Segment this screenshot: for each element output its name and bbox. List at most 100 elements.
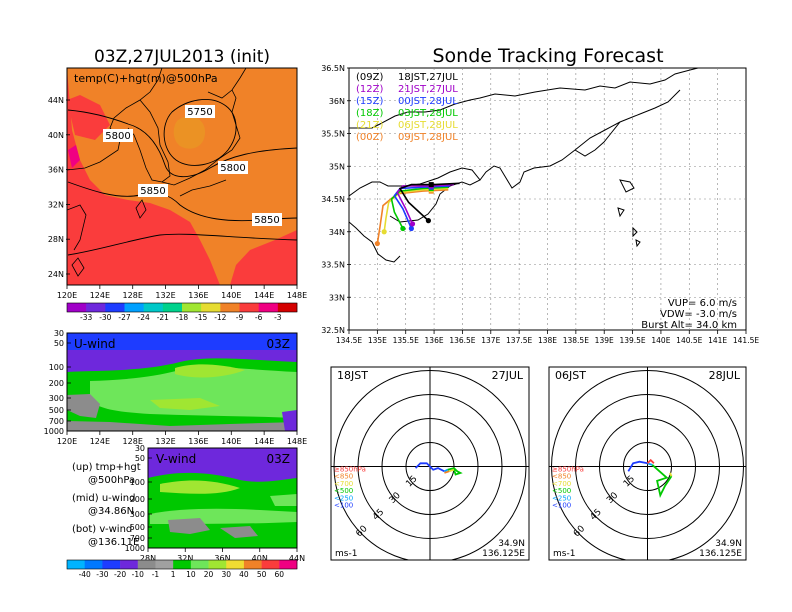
pressure-tick: 200 bbox=[49, 379, 64, 388]
track-lon-tick: 136.5E bbox=[449, 336, 475, 345]
track-legend: (09Z) 18JST,27JUL (12Z) 21JST,27JUL (15Z) 00J… bbox=[356, 72, 458, 143]
pressure-tick: 30 bbox=[54, 329, 64, 338]
lat-tick: 36N bbox=[48, 166, 64, 175]
panel-notes: (up) tmp+hgt @500hPa (mid) u-wind @34.86… bbox=[72, 462, 141, 548]
uwind-longitude-ticks: 120E 124E 128E 132E 136E 140E 144E 148E bbox=[57, 431, 307, 446]
vwind-field bbox=[148, 448, 297, 548]
legend-run: (09Z) bbox=[356, 72, 383, 83]
wind-colorbar-swatch bbox=[208, 560, 227, 569]
track-lat-tick: 32.5N bbox=[321, 326, 345, 335]
level-label: ≥850hPa bbox=[334, 466, 366, 474]
pressure-tick: 700 bbox=[49, 417, 64, 426]
uwind-lon-tick: 124E bbox=[90, 437, 110, 446]
temp-colorbar-swatch bbox=[277, 303, 298, 312]
coastlines bbox=[67, 68, 247, 277]
contour-label: 5850 bbox=[140, 186, 165, 197]
pressure-tick: 50 bbox=[135, 454, 145, 463]
vwind-time: 03Z bbox=[267, 452, 291, 466]
landing-point bbox=[425, 218, 431, 224]
wind-colorbar-label: -30 bbox=[96, 570, 108, 579]
track-lon-tick: 140.5E bbox=[676, 336, 702, 345]
wind-colorbar-swatch bbox=[226, 560, 245, 569]
track-lon-tick: 141E bbox=[708, 336, 727, 345]
track-lon-tick: 135.5E bbox=[393, 336, 419, 345]
wind-colorbar-swatch bbox=[279, 560, 298, 569]
lon-tick: 132E bbox=[155, 291, 175, 300]
hodograph-date: 28JUL bbox=[709, 369, 741, 382]
level-label: <500 bbox=[334, 487, 353, 495]
wind-colorbar-label: -1 bbox=[152, 570, 160, 579]
uwind-lon-tick: 144E bbox=[254, 437, 274, 446]
temp-colorbar-label: -6 bbox=[255, 313, 263, 322]
landing-point bbox=[400, 225, 406, 232]
hodograph-trace bbox=[448, 468, 455, 473]
temp-colorbar-swatch bbox=[67, 303, 87, 312]
temp-colorbar-label: -15 bbox=[195, 313, 207, 322]
track-lon-tick: 138E bbox=[538, 336, 557, 345]
lon-tick: 120E bbox=[57, 291, 77, 300]
init-title: 03Z,27JUL2013 (init) bbox=[94, 47, 270, 67]
vwind-lat-tick: 44N bbox=[289, 554, 305, 563]
hodograph-trace bbox=[443, 468, 449, 473]
lat-tick: 40N bbox=[48, 131, 64, 140]
legend-run: (00Z) bbox=[356, 132, 383, 143]
height-contours bbox=[67, 99, 297, 256]
track-lat-tick: 34.5N bbox=[321, 195, 345, 204]
wind-colorbar-label: 1 bbox=[171, 570, 176, 579]
station-lon: 136.125E bbox=[699, 549, 742, 559]
lat-tick: 28N bbox=[48, 235, 64, 244]
temp-colorbar-label: -24 bbox=[138, 313, 150, 322]
lat-tick: 44N bbox=[48, 96, 64, 105]
vwind-latitude-ticks: 28N 32N 36N 40N 44N bbox=[140, 548, 305, 563]
track-lon-tick: 138.5E bbox=[563, 336, 589, 345]
level-label: <250 bbox=[334, 494, 353, 502]
pressure-tick: 300 bbox=[130, 510, 145, 519]
wind-colorbar-label: 50 bbox=[257, 570, 267, 579]
uwind-frame bbox=[66, 332, 298, 432]
uwind-field bbox=[67, 333, 297, 431]
track-lon-tick: 135E bbox=[368, 336, 387, 345]
temp-colorbar-swatch bbox=[143, 303, 164, 312]
wind-colorbar-swatch bbox=[67, 560, 85, 569]
station-lat: 34.9N bbox=[715, 539, 742, 549]
landing-point bbox=[408, 225, 414, 232]
legend-run: (12Z) bbox=[356, 84, 383, 95]
track-lat-tick: 33.5N bbox=[321, 261, 345, 270]
pressure-tick: 100 bbox=[49, 363, 64, 372]
station-lat: 34.9N bbox=[498, 539, 525, 549]
param-vdw: VDW= -3.0 m/s bbox=[660, 309, 737, 320]
wind-colorbar-frame bbox=[66, 559, 298, 570]
pressure-tick: 500 bbox=[130, 523, 145, 532]
temp-colorbar-swatch bbox=[182, 303, 202, 312]
wind-colorbar-label: -10 bbox=[132, 570, 144, 579]
lon-tick: 144E bbox=[254, 291, 274, 300]
pressure-tick: 1000 bbox=[44, 427, 64, 436]
wind-colorbar-label: -20 bbox=[114, 570, 126, 579]
level-label: ≥850hPa bbox=[552, 466, 584, 474]
track-latitude-ticks: 36.5N 36N 35.5N 35N 34.5N 34N 33.5N 33N 32.5N bbox=[321, 64, 351, 335]
uwind-lon-tick: 148E bbox=[287, 437, 307, 446]
level-label: <500 bbox=[552, 487, 571, 495]
param-vup: VUP= 6.0 m/s bbox=[668, 298, 737, 309]
level-label: <850 bbox=[334, 473, 353, 481]
temp-colorbar-frame bbox=[66, 302, 298, 313]
legend-time: 21JST,27JUL bbox=[398, 84, 458, 95]
pressure-tick: 700 bbox=[130, 534, 145, 543]
temp-colorbar-label: -33 bbox=[80, 313, 92, 322]
wind-colorbar-swatch bbox=[190, 560, 209, 569]
track-lat-tick: 35N bbox=[329, 162, 345, 171]
uwind-lon-tick: 136E bbox=[188, 437, 208, 446]
temp-colorbar-swatch bbox=[220, 303, 240, 312]
vwind-lat-tick: 36N bbox=[214, 554, 230, 563]
lat-tick: 32N bbox=[48, 200, 64, 209]
level-label: <700 bbox=[552, 480, 571, 488]
track-lon-tick: 136E bbox=[425, 336, 444, 345]
pressure-tick: 30 bbox=[135, 444, 145, 453]
hodograph-trace bbox=[651, 464, 673, 498]
vwind-lat-tick: 32N bbox=[177, 554, 193, 563]
vwind-label: V-wind bbox=[156, 452, 196, 466]
pressure-tick: 300 bbox=[49, 394, 64, 403]
legend-time: 06JST,28JUL bbox=[398, 120, 458, 131]
landing-point bbox=[409, 221, 416, 227]
